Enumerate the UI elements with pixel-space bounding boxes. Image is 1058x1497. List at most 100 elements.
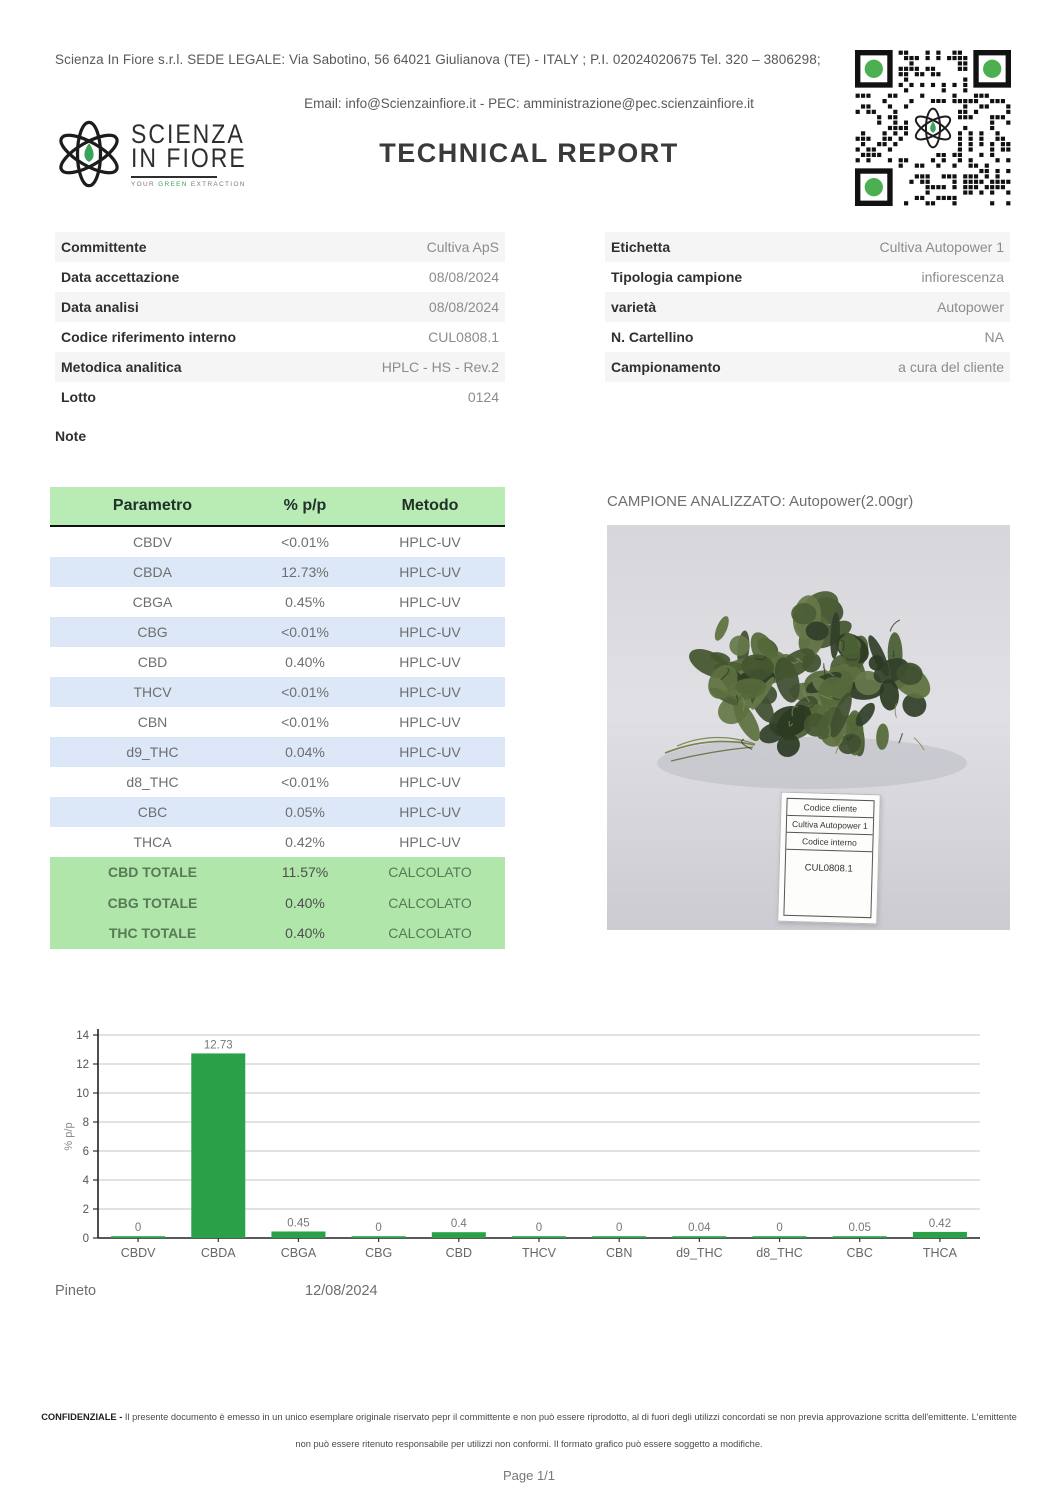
svg-text:CBGA: CBGA — [281, 1246, 317, 1260]
svg-text:CBDA: CBDA — [201, 1246, 236, 1260]
confidential-label: CONFIDENZIALE - — [41, 1412, 125, 1422]
info-label: Codice riferimento interno — [61, 329, 237, 345]
param-cell: CBG — [137, 624, 168, 640]
svg-text:THCV: THCV — [522, 1246, 557, 1260]
footer-date: 12/08/2024 — [305, 1283, 378, 1299]
method-cell: HPLC-UV — [399, 594, 461, 610]
value-cell: 0.05% — [285, 804, 325, 820]
svg-text:6: 6 — [83, 1146, 89, 1158]
svg-text:14: 14 — [76, 1030, 89, 1042]
results-row: THCA 0.42% HPLC-UV — [50, 827, 505, 857]
results-rows: CBDV <0.01% HPLC-UV CBDA 12.73% HPLC-UV CBGA 0.… — [50, 527, 505, 949]
info-label: Tipologia campione — [611, 269, 743, 285]
info-row: N. Cartellino NA — [605, 322, 1010, 352]
svg-text:0: 0 — [135, 1222, 141, 1234]
value-cell: <0.01% — [281, 774, 329, 790]
info-value: 08/08/2024 — [428, 299, 499, 315]
info-row: Tipologia campione infiorescenza — [605, 262, 1010, 292]
info-label: Data analisi — [61, 299, 139, 315]
confidential-note: CONFIDENZIALE - Il presente documento è … — [34, 1404, 1024, 1458]
info-label: Data accettazione — [61, 269, 180, 285]
results-table: Parametro % p/p Metodo CBDV <0.01% HPLC-UV… — [50, 487, 505, 949]
method-cell: HPLC-UV — [399, 624, 461, 640]
results-row: CBC 0.05% HPLC-UV — [50, 797, 505, 827]
param-cell: THCV — [133, 684, 172, 700]
info-table-right: Etichetta Cultiva Autopower 1 Tipologia ca… — [605, 232, 1010, 382]
info-value: a cura del cliente — [898, 359, 1004, 375]
company-address: Scienza In Fiore s.r.l. SEDE LEGALE: Via… — [55, 52, 821, 67]
info-label: Lotto — [61, 389, 96, 405]
svg-text:4: 4 — [83, 1175, 90, 1187]
results-row: d9_THC 0.04% HPLC-UV — [50, 737, 505, 767]
method-cell: CALCOLATO — [388, 925, 472, 942]
results-row: CBGA 0.45% HPLC-UV — [50, 587, 505, 617]
info-row: Data accettazione 08/08/2024 — [55, 262, 505, 292]
results-row: d8_THC <0.01% HPLC-UV — [50, 767, 505, 797]
sample-photo: Codice cliente Cultiva Autopower 1 Codic… — [607, 525, 1010, 930]
svg-text:10: 10 — [76, 1088, 89, 1100]
results-header-param: Parametro — [112, 497, 193, 514]
param-cell: d8_THC — [126, 774, 179, 790]
method-cell: HPLC-UV — [399, 714, 461, 730]
results-total-row: CBG TOTALE 0.40% CALCOLATO — [50, 887, 505, 918]
sample-caption: CAMPIONE ANALIZZATO: Autopower(2.00gr) — [607, 493, 914, 510]
company-email-line: Email: info@Scienzainfiore.it - PEC: amm… — [304, 96, 754, 111]
info-label: Committente — [61, 239, 147, 255]
method-cell: HPLC-UV — [399, 744, 461, 760]
results-row: CBD 0.40% HPLC-UV — [50, 647, 505, 677]
info-value: NA — [984, 329, 1004, 345]
info-row: Committente Cultiva ApS — [55, 232, 505, 262]
info-row: Metodica analitica HPLC - HS - Rev.2 — [55, 352, 505, 382]
info-row: Lotto 0124 — [55, 382, 505, 412]
svg-text:12: 12 — [76, 1059, 89, 1071]
info-row: Campionamento a cura del cliente — [605, 352, 1010, 382]
param-cell: d9_THC — [126, 744, 179, 760]
method-cell: HPLC-UV — [399, 774, 461, 790]
param-cell: THCA — [133, 834, 172, 850]
results-header-method: Metodo — [401, 497, 459, 514]
brand-logo: SCIENZA IN FIORE YOUR GREEN EXTRACTION — [53, 112, 247, 196]
param-cell: THC TOTALE — [108, 925, 197, 942]
method-cell: HPLC-UV — [399, 534, 461, 550]
results-row: THCV <0.01% HPLC-UV — [50, 677, 505, 707]
confidential-text: Il presente documento è emesso in un uni… — [124, 1412, 1017, 1449]
param-cell: CBD TOTALE — [108, 864, 197, 881]
svg-text:0.05: 0.05 — [849, 1222, 871, 1234]
svg-text:12.73: 12.73 — [204, 1039, 233, 1051]
svg-text:d9_THC: d9_THC — [676, 1246, 723, 1260]
svg-text:CBDV: CBDV — [121, 1246, 156, 1260]
info-row: varietà Autopower — [605, 292, 1010, 322]
page-number: Page 1/1 — [502, 1468, 556, 1483]
atom-icon — [911, 106, 955, 150]
method-cell: HPLC-UV — [399, 684, 461, 700]
info-table-left: Committente Cultiva ApS Data accettazione 0… — [55, 232, 505, 412]
param-cell: CBN — [137, 714, 168, 730]
info-row: Codice riferimento interno CUL0808.1 — [55, 322, 505, 352]
param-cell: CBDV — [133, 534, 172, 550]
param-cell: CBG TOTALE — [107, 894, 198, 911]
param-cell: CBD — [137, 654, 168, 670]
results-header-value: % p/p — [283, 497, 327, 514]
value-cell: 12.73% — [281, 564, 329, 580]
info-label: Etichetta — [611, 239, 671, 255]
svg-text:2: 2 — [83, 1204, 89, 1216]
svg-text:CBC: CBC — [847, 1246, 873, 1260]
results-total-row: CBD TOTALE 11.57% CALCOLATO — [50, 857, 505, 888]
svg-text:0: 0 — [616, 1222, 622, 1234]
svg-text:0: 0 — [536, 1222, 542, 1234]
value-cell: <0.01% — [281, 684, 329, 700]
value-cell: 0.40% — [285, 654, 325, 670]
info-value: Cultiva ApS — [426, 239, 499, 255]
results-table-header: Parametro % p/p Metodo — [50, 487, 505, 527]
brand-name-line2: IN FIORE — [131, 142, 247, 173]
bar-chart-svg: 0 2 4 6 8 10 12 14 0 CBDV 12.73 CBDA 0.45 CBGA 0 CBG 0.4… — [63, 1029, 980, 1260]
qr-code — [855, 50, 1011, 206]
svg-text:0.42: 0.42 — [929, 1218, 951, 1230]
method-cell: HPLC-UV — [399, 834, 461, 850]
method-cell: HPLC-UV — [399, 804, 461, 820]
svg-text:0: 0 — [375, 1222, 381, 1234]
value-cell: <0.01% — [281, 624, 329, 640]
svg-text:0.04: 0.04 — [688, 1222, 711, 1234]
results-row: CBDA 12.73% HPLC-UV — [50, 557, 505, 587]
info-value: infiorescenza — [921, 269, 1005, 285]
